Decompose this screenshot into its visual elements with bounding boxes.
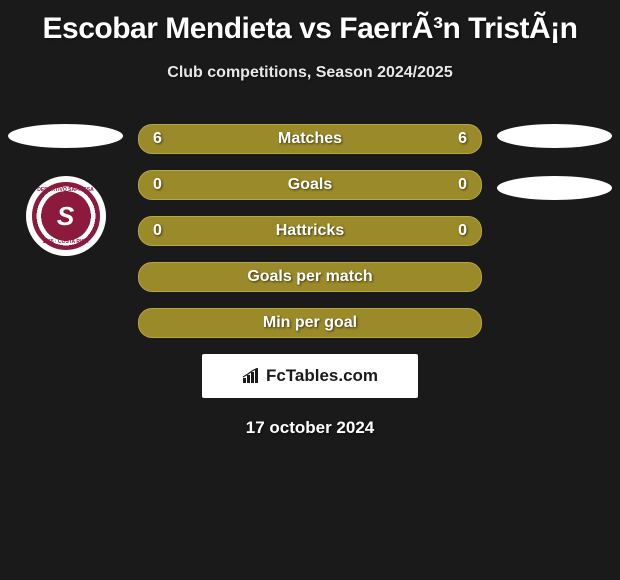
page-title: Escobar Mendieta vs FaerrÃ³n TristÃ¡n bbox=[0, 0, 620, 46]
stat-row-hattricks: 0 Hattricks 0 bbox=[138, 216, 482, 246]
badge-letter: S bbox=[57, 201, 74, 232]
stat-right-value: 6 bbox=[447, 130, 467, 148]
player-oval-left bbox=[8, 124, 123, 148]
stat-label: Hattricks bbox=[173, 222, 447, 240]
stat-label: Matches bbox=[173, 130, 447, 148]
player-oval-right-2 bbox=[497, 176, 612, 200]
stat-label: Min per goal bbox=[263, 314, 357, 332]
player-oval-right-1 bbox=[497, 124, 612, 148]
brand-box: FcTables.com bbox=[202, 354, 418, 398]
badge-text-top: DEPORTIVO SAPRISSA bbox=[37, 187, 93, 193]
stat-row-goals-per-match: Goals per match bbox=[138, 262, 482, 292]
stat-right-value: 0 bbox=[447, 176, 467, 194]
stat-right-value: 0 bbox=[447, 222, 467, 240]
left-player-column: DEPORTIVO SAPRISSA S 1935 · COSTA RICA bbox=[8, 124, 123, 256]
stat-left-value: 6 bbox=[153, 130, 173, 148]
brand-text: FcTables.com bbox=[242, 366, 378, 386]
stat-label: Goals per match bbox=[247, 268, 372, 286]
subtitle: Club competitions, Season 2024/2025 bbox=[0, 64, 620, 82]
stats-area: DEPORTIVO SAPRISSA S 1935 · COSTA RICA 6… bbox=[0, 124, 620, 338]
stat-row-matches: 6 Matches 6 bbox=[138, 124, 482, 154]
stat-left-value: 0 bbox=[153, 222, 173, 240]
stat-label: Goals bbox=[173, 176, 447, 194]
date-text: 17 october 2024 bbox=[0, 418, 620, 438]
badge-text-bottom: 1935 · COSTA RICA bbox=[42, 239, 88, 245]
bar-chart-icon bbox=[242, 368, 262, 384]
right-player-column bbox=[497, 124, 612, 228]
club-badge-left: DEPORTIVO SAPRISSA S 1935 · COSTA RICA bbox=[26, 176, 106, 256]
stat-left-value: 0 bbox=[153, 176, 173, 194]
club-badge-inner: DEPORTIVO SAPRISSA S 1935 · COSTA RICA bbox=[32, 182, 100, 250]
stat-row-min-per-goal: Min per goal bbox=[138, 308, 482, 338]
stat-row-goals: 0 Goals 0 bbox=[138, 170, 482, 200]
stat-rows: 6 Matches 6 0 Goals 0 0 Hattricks 0 Goal… bbox=[138, 124, 482, 338]
brand-label: FcTables.com bbox=[266, 366, 378, 386]
